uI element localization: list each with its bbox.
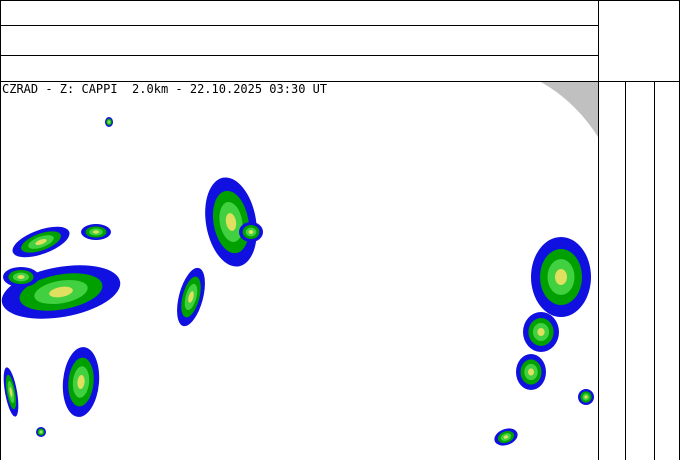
radar-echo <box>17 275 25 279</box>
outside-range-area <box>541 82 598 137</box>
radar-echo <box>35 238 47 246</box>
map-title: CZRAD - Z: CAPPI 2.0km - 22.10.2025 03:3… <box>2 82 328 96</box>
radar-echo <box>555 269 567 285</box>
radar-echo <box>77 375 85 389</box>
radar-echo <box>225 213 237 231</box>
radar-map[interactable] <box>1 82 598 460</box>
radar-echo <box>528 368 534 376</box>
radar-echo <box>584 395 588 399</box>
radar-echo <box>248 230 254 234</box>
radar-echo <box>108 121 110 123</box>
radar-echo <box>503 435 509 439</box>
radar-echo <box>49 286 73 298</box>
radar-echo <box>93 230 99 234</box>
radar-echo <box>537 328 545 336</box>
radar-echoes <box>1 117 594 446</box>
radar-echo <box>188 291 194 303</box>
radar-echo <box>9 387 13 397</box>
radar-echo <box>40 431 42 433</box>
